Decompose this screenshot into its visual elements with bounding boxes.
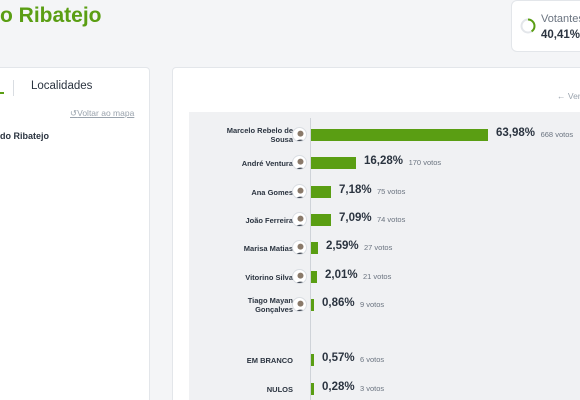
votes-label: 21 votos [363, 272, 392, 281]
candidate-name-line: Gonçalves [255, 305, 293, 314]
tab-active-indicator[interactable] [0, 82, 4, 94]
votes-label: 668 votos [540, 130, 574, 139]
candidate-name-line: André Ventura [241, 158, 293, 168]
percentage-label: 63,98% [496, 127, 536, 139]
arrow-left-icon: ← [557, 91, 568, 101]
percentage-label: 16,28% [364, 155, 404, 167]
percentage-label: 0,86% [322, 297, 355, 309]
candidate-name: Marcelo Rebelo de Sousa [227, 124, 293, 146]
other-row: NULOS 0,28% 3 votos [189, 378, 580, 400]
avatar-icon [292, 155, 307, 170]
votes-label: 9 votos [360, 300, 385, 309]
undo-arrow-icon: ↺ [70, 108, 78, 118]
votes-label: 75 votos [377, 187, 406, 196]
category-name: EM BRANCO [246, 355, 293, 365]
candidate-row: André Ventura 16,28% 170 votos [189, 152, 580, 174]
category-name: NULOS [266, 384, 293, 394]
tab-divider [13, 80, 14, 96]
other-row: EM BRANCO 0,57% 6 votos [189, 349, 580, 371]
turnout-value: 40,41% [541, 29, 580, 41]
result-bar [311, 354, 314, 366]
result-bar [311, 186, 331, 198]
district-label[interactable]: do Ribatejo [0, 131, 49, 141]
candidate-name: João Ferreira [245, 209, 293, 231]
result-bar [311, 383, 314, 395]
candidate-row: Ana Gomes 7,18% 75 votos [189, 181, 580, 203]
percentage-label: 2,01% [325, 269, 358, 281]
votes-label: 74 votos [377, 215, 406, 224]
view-more-link[interactable]: ← Ver [557, 91, 580, 101]
candidate-name-line: Marisa Matias [243, 243, 293, 253]
candidate-name: Vitorino Silva [245, 266, 293, 288]
candidate-name: André Ventura [242, 152, 293, 174]
result-bar [311, 299, 314, 311]
votes-label: 3 votos [360, 384, 385, 393]
candidate-name-line: Ana Gomes [251, 187, 293, 197]
candidate-row: Vitorino Silva 2,01% 21 votos [189, 266, 580, 288]
candidate-name-line: Vitorino Silva [245, 272, 293, 282]
turnout-progress-icon [520, 18, 536, 34]
avatar-icon [292, 240, 307, 255]
view-more-label: Ver [567, 91, 580, 101]
avatar-icon [292, 269, 307, 284]
page-title: o Ribatejo [0, 4, 102, 27]
results-chart [189, 112, 580, 400]
candidate-name-line: Tiago Mayan [247, 296, 293, 305]
candidate-row: João Ferreira 7,09% 74 votos [189, 209, 580, 231]
percentage-label: 0,57% [322, 352, 355, 364]
avatar-icon [292, 212, 307, 227]
percentage-label: 7,18% [339, 184, 372, 196]
candidate-name: Marisa Matias [244, 237, 293, 259]
left-panel [0, 67, 150, 400]
percentage-label: 2,59% [326, 240, 359, 252]
chart-axis [310, 118, 311, 400]
back-to-map-label: Voltar ao mapa [77, 108, 135, 118]
result-bar [311, 129, 488, 141]
result-bar [311, 242, 318, 254]
candidate-name: Tiago Mayan Gonçalves [248, 294, 293, 316]
candidate-name: Ana Gomes [251, 181, 293, 203]
votes-label: 27 votos [364, 243, 393, 252]
tab-localidades[interactable]: Localidades [31, 80, 93, 92]
candidate-row: Marcelo Rebelo de Sousa 63,98% 668 votos [189, 124, 580, 146]
avatar-icon [292, 297, 307, 312]
votes-label: 170 votos [408, 158, 442, 167]
percentage-label: 0,28% [322, 381, 355, 393]
turnout-card: Votantes 40,41% [511, 0, 580, 52]
votes-label: 6 votos [360, 355, 385, 364]
candidate-name-line: João Ferreira [245, 215, 293, 225]
avatar-icon [292, 127, 307, 142]
candidate-row: Tiago Mayan Gonçalves 0,86% 9 votos [189, 294, 580, 316]
result-bar [311, 271, 317, 283]
avatar-icon [292, 184, 307, 199]
percentage-label: 7,09% [339, 212, 372, 224]
turnout-label: Votantes [541, 13, 580, 25]
candidate-name-line: Sousa [270, 135, 293, 144]
candidate-row: Marisa Matias 2,59% 27 votos [189, 237, 580, 259]
back-to-map-link[interactable]: ↺Voltar ao mapa [70, 108, 134, 119]
result-bar [311, 214, 331, 226]
candidate-name-line: Marcelo Rebelo de [226, 126, 293, 135]
result-bar [311, 157, 356, 169]
